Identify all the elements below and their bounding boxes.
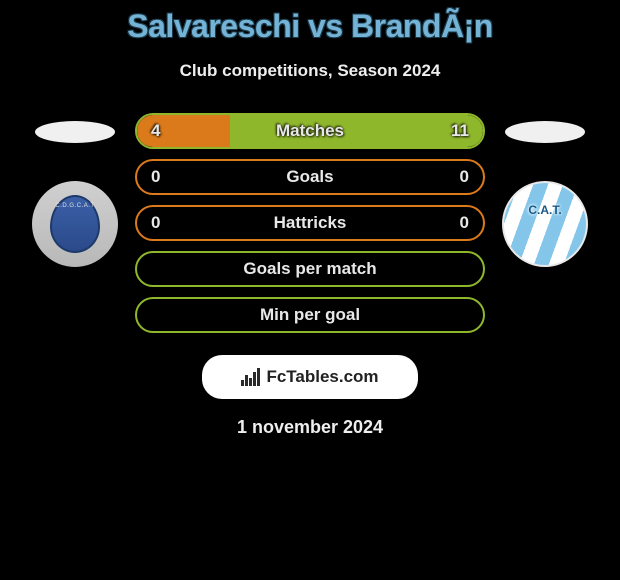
stat-row: 0 0 Hattricks <box>135 205 485 241</box>
stat-row: 4 11 Matches <box>135 113 485 149</box>
stats-column: 4 11 Matches 0 0 Goals 0 0 Hattricks Goals per ma… <box>135 113 485 343</box>
left-crest-icon <box>32 181 118 267</box>
stat-right-value: 0 <box>460 167 469 187</box>
stat-left-value: 0 <box>151 167 160 187</box>
stat-label: Hattricks <box>274 213 347 233</box>
branding-box[interactable]: FcTables.com <box>202 355 418 399</box>
right-side: C.A.T. <box>485 113 605 267</box>
stat-row: Goals per match <box>135 251 485 287</box>
page-title: Salvareschi vs BrandÃ¡n <box>0 8 620 45</box>
layout: 4 11 Matches 0 0 Goals 0 0 Hattricks Goals per ma… <box>0 113 620 343</box>
stat-row: 0 0 Goals <box>135 159 485 195</box>
left-side <box>15 113 135 267</box>
subtitle: Club competitions, Season 2024 <box>0 61 620 81</box>
stat-left-value: 4 <box>151 121 160 141</box>
date-label: 1 november 2024 <box>0 417 620 438</box>
stat-label: Goals <box>286 167 333 187</box>
brand-text: FcTables.com <box>266 367 378 387</box>
right-crest-text: C.A.T. <box>504 203 586 217</box>
right-flag-icon <box>505 121 585 143</box>
comparison-card: Salvareschi vs BrandÃ¡n Club competition… <box>0 0 620 438</box>
stat-label: Goals per match <box>243 259 376 279</box>
stat-fill-right <box>230 115 483 147</box>
stat-label: Min per goal <box>260 305 360 325</box>
stat-label: Matches <box>276 121 344 141</box>
bar-chart-icon <box>241 368 260 386</box>
left-flag-icon <box>35 121 115 143</box>
stat-right-value: 11 <box>451 121 469 141</box>
stat-left-value: 0 <box>151 213 160 233</box>
stat-right-value: 0 <box>460 213 469 233</box>
stat-row: Min per goal <box>135 297 485 333</box>
right-crest-icon: C.A.T. <box>502 181 588 267</box>
